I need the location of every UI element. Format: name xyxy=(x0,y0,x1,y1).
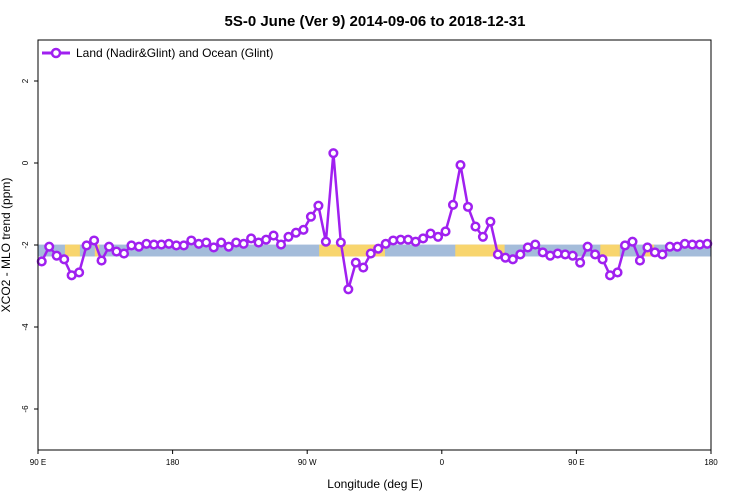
x-tick-label: 90 E xyxy=(568,458,584,467)
data-point xyxy=(619,240,631,251)
data-point xyxy=(96,255,107,266)
data-point xyxy=(118,248,130,259)
y-tick-label: -4 xyxy=(21,323,30,331)
x-tick-label: 90 E xyxy=(30,458,46,467)
x-axis-label: Longitude (deg E) xyxy=(327,477,422,491)
data-point xyxy=(238,238,249,249)
plot-frame xyxy=(37,39,712,451)
data-point xyxy=(582,241,593,252)
data-point xyxy=(305,211,316,222)
series-land-ocean xyxy=(36,148,713,295)
data-point xyxy=(530,239,541,250)
data-point xyxy=(208,242,219,253)
data-point xyxy=(590,249,601,260)
data-point xyxy=(59,254,70,265)
x-tick-label: 180 xyxy=(166,458,180,467)
y-tick-label: 2 xyxy=(21,78,30,83)
data-point xyxy=(485,216,496,227)
data-point xyxy=(627,236,638,247)
data-point xyxy=(597,254,608,265)
series-line xyxy=(40,153,708,290)
legend-label: Land (Nadir&Glint) and Ocean (Glint) xyxy=(76,46,273,60)
data-point xyxy=(178,240,189,251)
data-point xyxy=(283,231,294,242)
data-point xyxy=(36,256,47,267)
data-point xyxy=(702,238,713,249)
y-tick-label: -2 xyxy=(21,241,30,249)
x-tick-label: 90 W xyxy=(298,458,317,467)
y-tick-label: 0 xyxy=(21,160,30,165)
x-tick-label: 0 xyxy=(440,458,445,467)
data-point xyxy=(201,237,212,248)
land-band-segment xyxy=(455,244,505,257)
land-band-segment xyxy=(64,244,80,257)
data-point xyxy=(335,237,346,248)
land-band-segment xyxy=(319,244,385,257)
data-point xyxy=(81,240,92,251)
data-point xyxy=(447,199,459,210)
land-band-segment xyxy=(600,244,620,257)
chart-title: 5S-0 June (Ver 9) 2014-09-06 to 2018-12-… xyxy=(224,13,525,30)
data-point xyxy=(268,230,279,241)
data-point xyxy=(612,267,623,278)
y-tick-label: -6 xyxy=(21,405,30,413)
data-point xyxy=(216,237,227,248)
data-point xyxy=(51,250,62,261)
data-point xyxy=(350,257,361,268)
data-point xyxy=(328,148,339,159)
data-point xyxy=(477,231,488,242)
data-point xyxy=(470,221,481,232)
axes: 90 E 180 90 W 0 90 E 180 2 0 -2 -4 -6 xyxy=(21,78,718,467)
data-point xyxy=(642,242,653,253)
data-point xyxy=(634,255,646,266)
legend: Land (Nadir&Glint) and Ocean (Glint) xyxy=(42,46,273,60)
data-point xyxy=(358,262,369,273)
data-point xyxy=(575,257,586,268)
data-point xyxy=(343,284,354,295)
data-point xyxy=(455,160,466,171)
data-point xyxy=(44,241,55,252)
data-point xyxy=(320,236,331,247)
y-axis-label: XCO2 - MLO trend (ppm) xyxy=(0,178,13,313)
data-point xyxy=(515,249,526,260)
data-point xyxy=(418,233,429,244)
legend-marker xyxy=(50,47,62,59)
data-point xyxy=(462,201,474,212)
data-point xyxy=(433,231,444,242)
data-point xyxy=(507,254,518,265)
data-point xyxy=(223,241,234,252)
data-point xyxy=(313,200,324,211)
data-point xyxy=(365,248,376,259)
data-point xyxy=(567,250,578,261)
x-tick-label: 180 xyxy=(704,458,718,467)
data-point xyxy=(275,239,287,250)
data-point xyxy=(373,243,384,254)
data-point xyxy=(74,267,85,278)
data-point xyxy=(657,249,668,260)
data-point xyxy=(261,234,272,245)
data-point xyxy=(103,241,115,252)
data-point xyxy=(298,224,309,235)
data-point xyxy=(246,233,257,244)
data-point xyxy=(440,226,451,237)
data-point xyxy=(89,235,100,246)
